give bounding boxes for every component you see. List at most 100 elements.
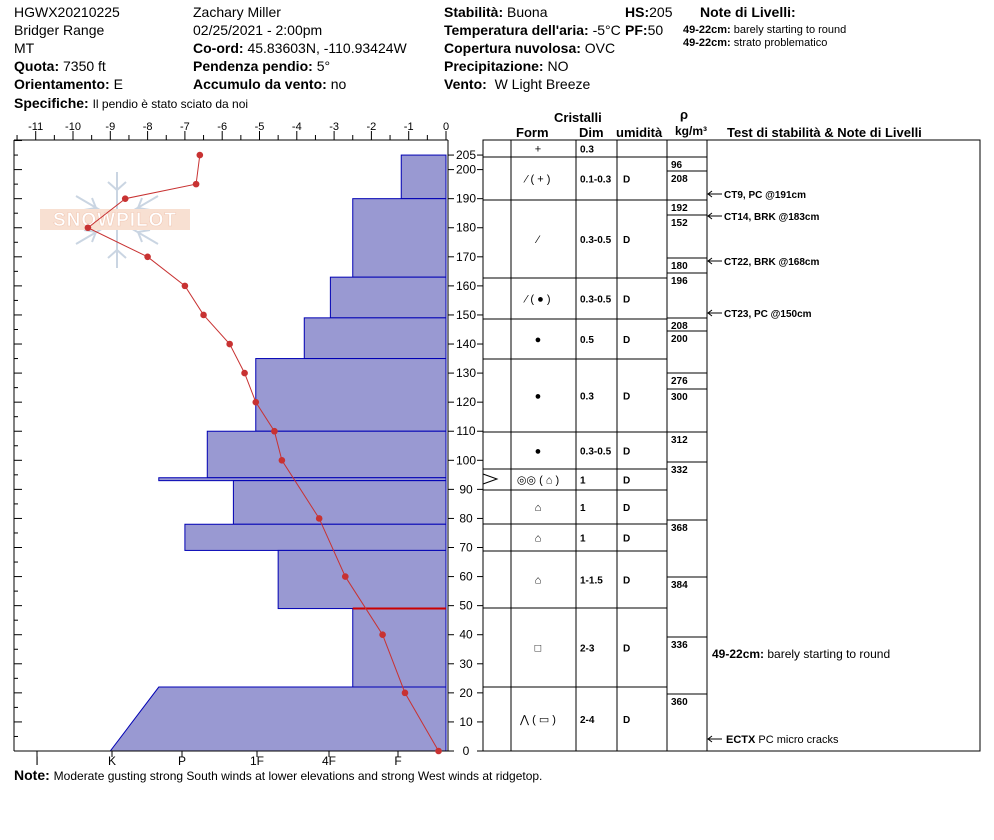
temp-point	[341, 573, 349, 580]
specifics: Specifiche: Il pendio è stato sciato da …	[14, 95, 248, 111]
stability: Stabilità: Buona	[444, 4, 548, 20]
hardness-bar-4	[255, 358, 447, 432]
hardness-bar-8	[184, 523, 447, 551]
watermark-band	[40, 209, 190, 230]
density-value: 336	[671, 640, 688, 651]
density-value: 192	[671, 203, 688, 214]
temp-tick-label: -10	[65, 121, 81, 133]
stability-arrow-head	[707, 257, 713, 265]
wind-value: W Light Breeze	[494, 76, 591, 92]
temp-tick-label: -2	[367, 121, 377, 133]
layer-moisture: D	[623, 175, 630, 186]
layer-note-range: 49-22cm:	[712, 647, 767, 661]
temp-point	[121, 195, 129, 202]
stability-tests: CT9, PC @191cm CT14, BRK @183cm CT22, BRK …	[707, 190, 890, 746]
temp-tick-label: -8	[143, 121, 153, 133]
layer-size: 0.3	[580, 392, 594, 403]
density-value: 368	[671, 523, 688, 534]
density-column: 96 208 192 152 180 196 208 200 276 300 312 332 368 38…	[667, 156, 707, 708]
temp-point	[144, 253, 151, 261]
cloud-cover: Copertura nuvolosa: OVC	[444, 40, 615, 56]
layer-connector	[482, 473, 499, 485]
layer-size: 0.1-0.3	[580, 175, 612, 186]
temp-point	[200, 311, 207, 319]
slope-value: 5°	[316, 58, 331, 74]
temp-point	[192, 180, 200, 188]
elevation-label: Quota:	[14, 58, 60, 74]
aspect-label: Orientamento:	[14, 76, 110, 92]
snow-height: HS:205	[625, 4, 672, 20]
temp-point	[435, 747, 442, 755]
depth-tick-label: 30	[459, 657, 473, 671]
hardness-bar-2	[329, 276, 447, 319]
depth-tick-label: 180	[456, 221, 476, 235]
depth-tick-label: 170	[456, 250, 476, 264]
aspect: Orientamento: E	[14, 76, 123, 92]
layer-form: ◎◎ ( ⌂ )	[517, 475, 559, 487]
layer-moisture: D	[623, 576, 630, 587]
layer-form: ⌂	[535, 575, 542, 587]
form-header: Form	[516, 125, 549, 140]
stability-test-label: ECTX PC micro cracks	[726, 734, 839, 746]
temp-tick-label: -4	[292, 121, 302, 133]
stability-arrow-head	[707, 735, 713, 743]
density-value: 332	[671, 465, 688, 476]
temp-point	[252, 398, 260, 406]
slope-label: Pendenza pendio:	[193, 58, 313, 74]
layer-size: 0.3-0.5	[580, 235, 612, 246]
layer-form: ⁄ ( + )	[523, 174, 551, 186]
layer-size: 0.5	[580, 335, 594, 346]
layer-form: ⁄	[534, 234, 541, 246]
aspect-value: E	[113, 76, 123, 92]
temperature-profile	[84, 151, 442, 755]
density-value: 384	[671, 580, 688, 591]
snowpilot-watermark: SNOWPILOT	[40, 172, 190, 268]
depth-tick-label: 20	[459, 686, 473, 700]
layer-note-1-text: barely starting to round	[733, 24, 847, 36]
layer-note-2-text: strato problematico	[733, 37, 828, 49]
stability-header: Test di stabilità & Note di Livelli	[727, 125, 922, 140]
depth-tick-label: 190	[456, 192, 476, 206]
depth-tick-label: 120	[456, 395, 476, 409]
dim-header: Dim	[579, 125, 604, 140]
density-value: 200	[671, 334, 688, 345]
hs-value: 205	[649, 4, 673, 20]
temp-tick-label: -7	[180, 121, 190, 133]
stability-test-label: CT23, PC @150cm	[724, 309, 812, 320]
layer-note-2-range: 49-22cm:	[683, 37, 731, 49]
depth-tick-label: 200	[456, 163, 476, 177]
stability-test-code: ECTX	[726, 734, 758, 746]
hardness-bar-1	[352, 198, 447, 278]
depth-tick-label: 150	[456, 308, 476, 322]
density-value: 300	[671, 392, 688, 403]
hardness-label: 4F	[322, 754, 336, 768]
stability-test-label: CT9, PC @191cm	[724, 190, 806, 201]
elevation-value: 7350 ft	[63, 58, 106, 74]
depth-tick-label: 100	[456, 453, 476, 467]
density-value: 196	[671, 276, 688, 287]
temp-point	[241, 369, 248, 377]
hardness-bar-11	[109, 686, 447, 752]
density-value: 208	[671, 174, 688, 185]
layer-moisture: D	[623, 644, 630, 655]
layer-form: +	[535, 144, 541, 156]
hardness-label: I	[35, 754, 38, 768]
datetime: 02/25/2021 - 2:00pm	[193, 22, 323, 38]
footer-note-value: Moderate gusting strong South winds at l…	[53, 769, 543, 783]
slope: Pendenza pendio: 5°	[193, 58, 330, 74]
stability-label: Stabilità:	[444, 4, 504, 20]
layer-size: 2-4	[580, 715, 595, 726]
location-state: MT	[14, 40, 35, 56]
stability-arrow-head	[707, 190, 713, 198]
watermark-text: SNOWPILOT	[53, 210, 177, 231]
crystals-header: Cristalli	[554, 110, 602, 125]
layer-note-2: 49-22cm: strato problematico	[683, 37, 827, 50]
depth-tick-label: 60	[459, 570, 473, 584]
density-symbol-header: ρ	[680, 107, 689, 122]
depth-tick-label: 40	[459, 628, 473, 642]
table-border	[482, 139, 981, 752]
density-value: 312	[671, 435, 688, 446]
density-value: 152	[671, 218, 688, 229]
air-temp-label: Temperatura dell'aria:	[444, 22, 589, 38]
layer-table-rows: +0.3 ⁄ ( + ) 0.1-0.3 D ⁄ 0.3-0.5 D ⁄ ( ● ) 0.3-0…	[482, 144, 667, 726]
